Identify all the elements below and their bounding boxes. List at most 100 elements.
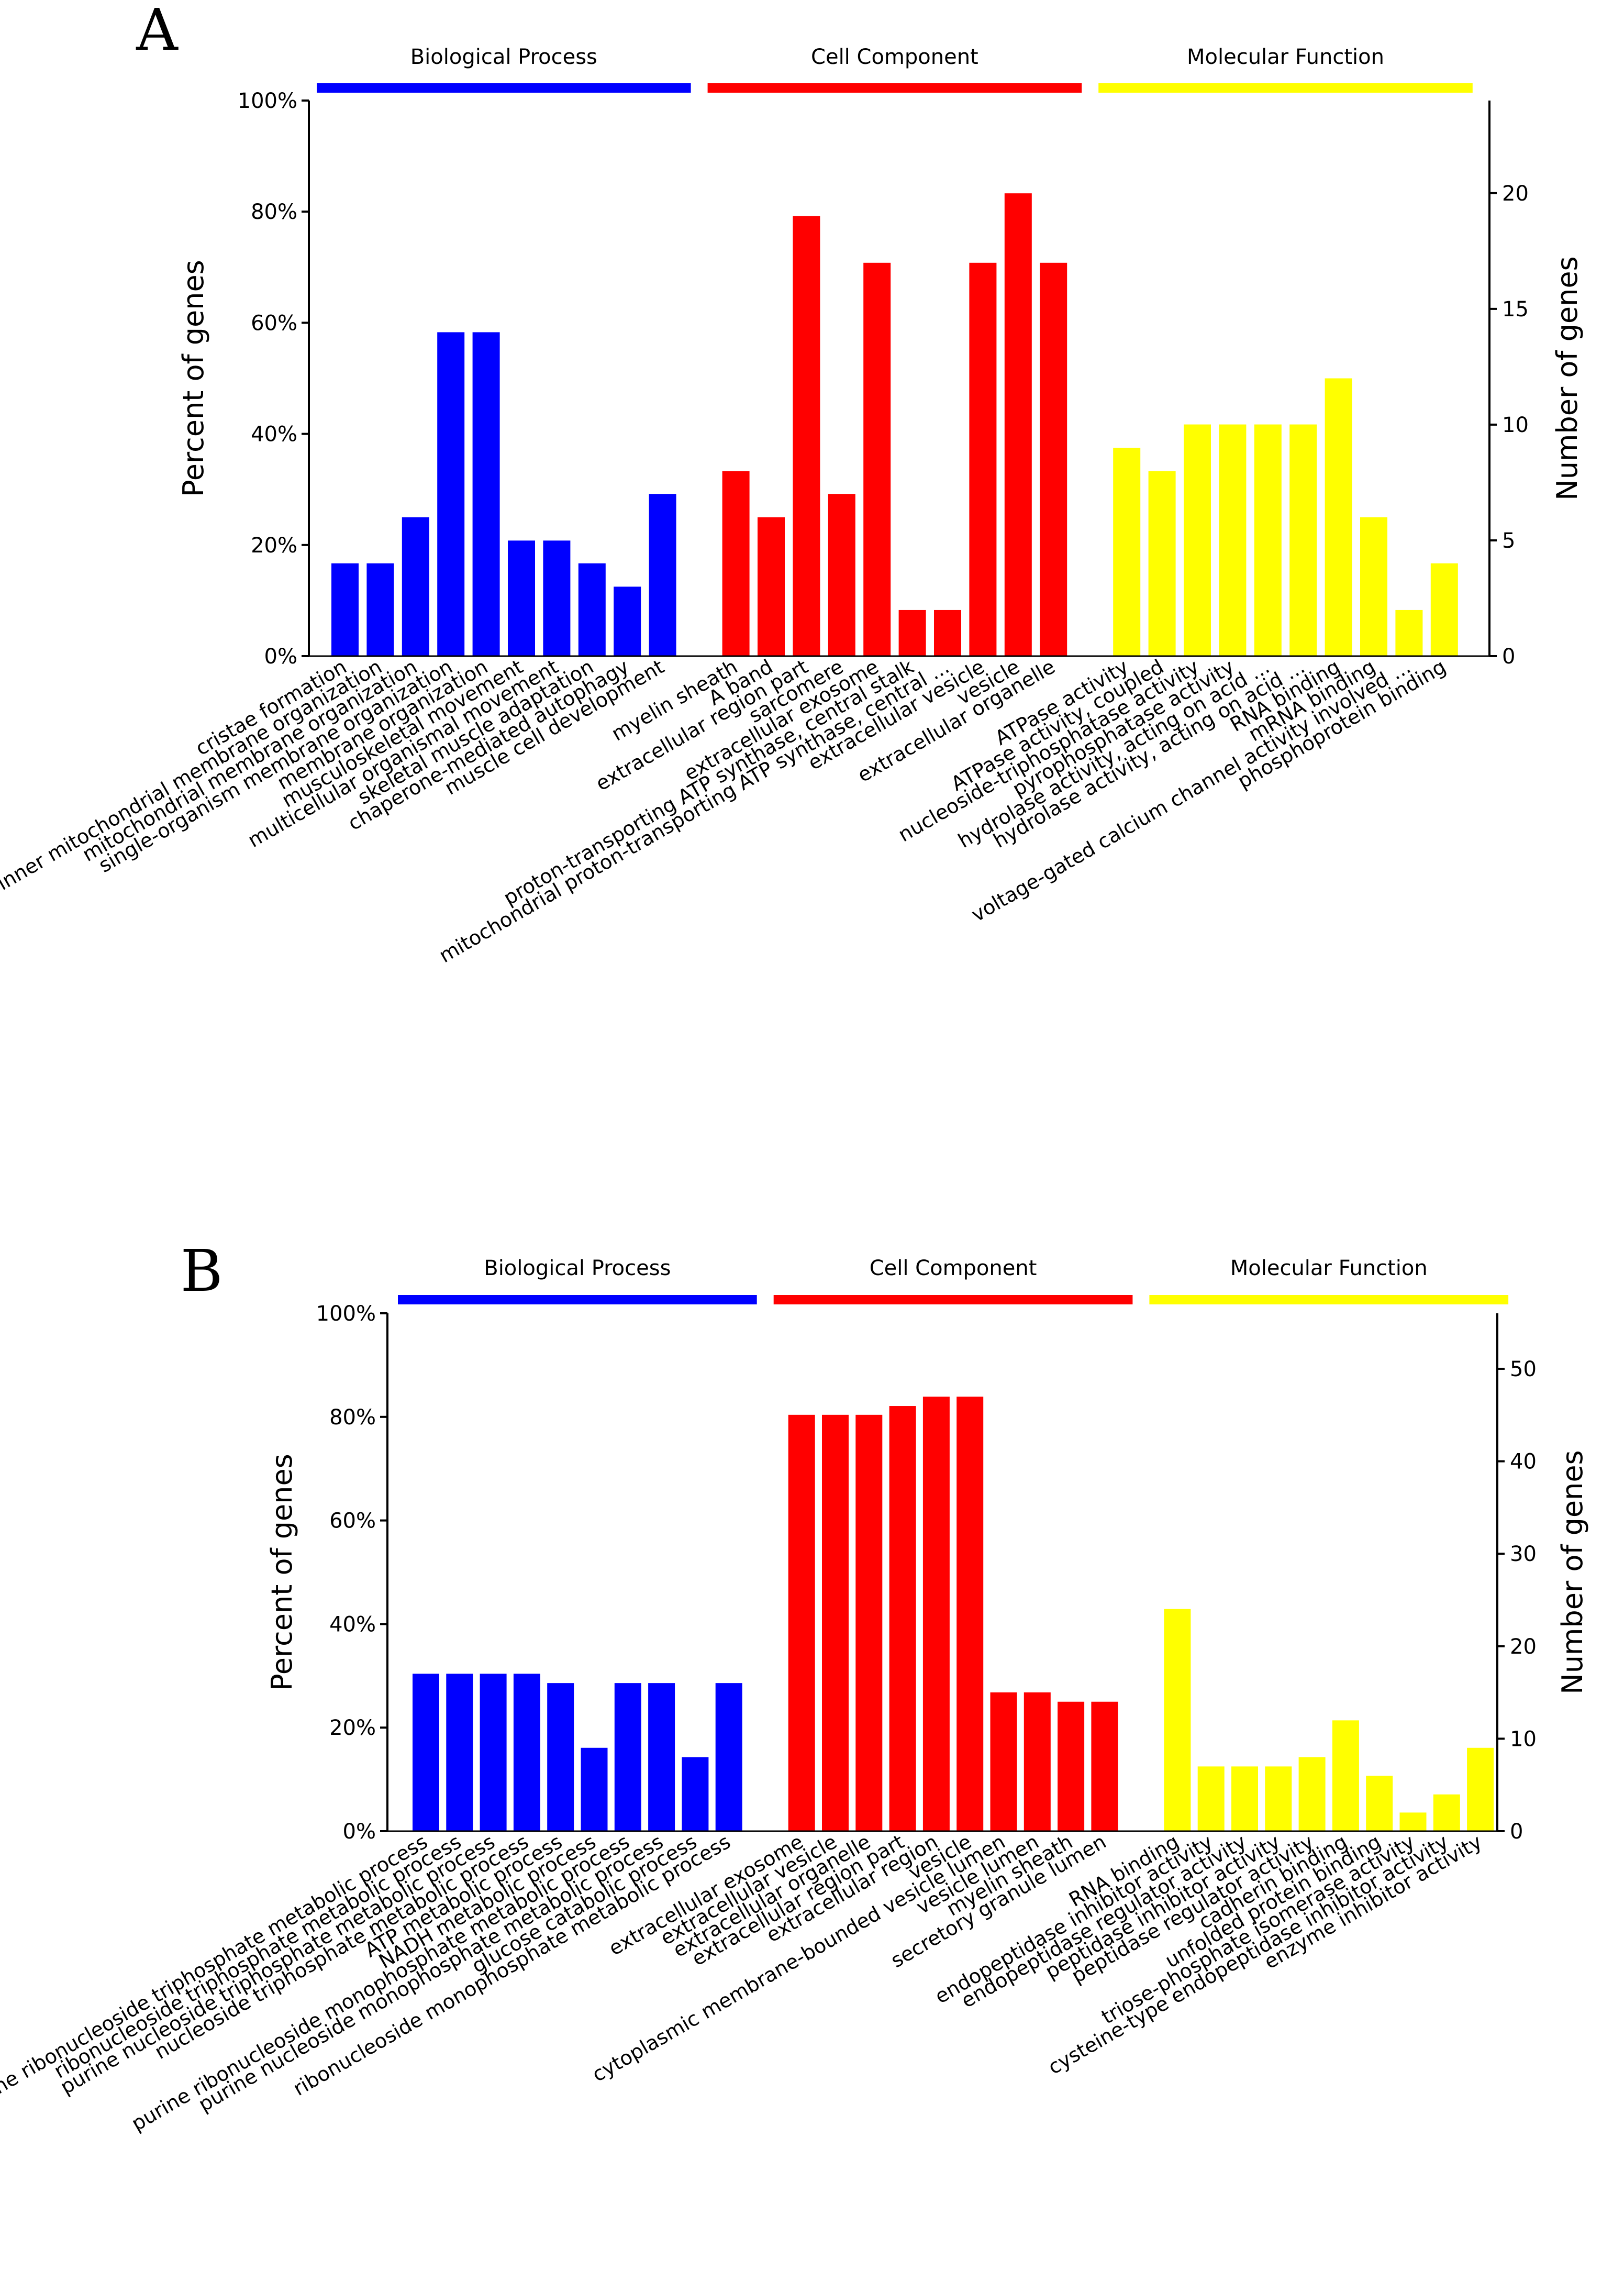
bar [956, 1397, 984, 1831]
bar [1113, 448, 1141, 656]
bar [1332, 1720, 1359, 1831]
bar [934, 610, 961, 656]
bar [889, 1406, 916, 1831]
group-header-bar [773, 1295, 1133, 1304]
bar [581, 1747, 608, 1831]
bar [855, 1414, 883, 1831]
group-header-bar [1149, 1295, 1509, 1304]
bar [1395, 610, 1423, 656]
bar [547, 1683, 574, 1831]
y-tick-label: 40% [329, 1612, 376, 1636]
bar [1430, 563, 1458, 656]
y2-tick-label: 0 [1502, 645, 1515, 669]
group-header-bar [317, 83, 691, 93]
group-header-bar [707, 83, 1082, 93]
bar [990, 1692, 1017, 1831]
group-header-label: Molecular Function [1230, 1256, 1428, 1280]
bar [1366, 1776, 1393, 1831]
bar [1265, 1766, 1292, 1831]
bar [446, 1674, 473, 1831]
bar [898, 610, 926, 656]
bar [480, 1674, 507, 1831]
bar [793, 216, 820, 656]
y2-tick-label: 10 [1502, 413, 1529, 437]
bar [413, 1674, 439, 1831]
y-axis-title: Percent of genes [177, 260, 210, 497]
y2-tick-label: 10 [1510, 1727, 1537, 1751]
bar [1433, 1794, 1460, 1831]
bar [649, 494, 676, 656]
y-tick-label: 20% [251, 534, 297, 558]
bar [828, 494, 855, 656]
bar [1164, 1609, 1191, 1831]
bar [1058, 1701, 1085, 1831]
bar [1004, 193, 1032, 656]
y-tick-label: 100% [238, 89, 297, 113]
bar [682, 1757, 709, 1831]
y-tick-label: 60% [251, 311, 297, 335]
group-header-bar [398, 1295, 757, 1304]
y2-tick-label: 40 [1510, 1450, 1537, 1474]
y2-tick-label: 5 [1502, 529, 1515, 553]
bar [922, 1397, 950, 1831]
group-header-bar [1098, 83, 1473, 93]
y2-axis-title: Number of genes [1551, 256, 1584, 500]
bar [715, 1683, 742, 1831]
y-tick-label: 0% [264, 645, 297, 669]
y-axis-title: Percent of genes [265, 1454, 298, 1691]
group-header-label: Biological Process [410, 45, 597, 69]
bar [1231, 1766, 1258, 1831]
bar [822, 1414, 849, 1831]
bar [1091, 1701, 1118, 1831]
bar [1148, 471, 1176, 656]
group-header-label: Cell Component [870, 1256, 1037, 1280]
bar [331, 563, 359, 656]
bar [578, 563, 606, 656]
y-tick-label: 20% [329, 1716, 376, 1740]
bar [863, 262, 891, 656]
panel-a: A 0% 20% 40% 60% 80% 100% 0 5 10 15 20 Percent of ge… [0, 0, 1584, 967]
y-tick-label: 40% [251, 423, 297, 447]
bar [969, 262, 997, 656]
y2-tick-label: 30 [1510, 1542, 1537, 1566]
bar [1360, 517, 1387, 656]
y-tick-label: 80% [251, 200, 297, 224]
bar [1325, 378, 1352, 656]
panel-b: B 0% 20% 40% 60% 80% 100% 0 10 20 30 40 50 Percent of… [0, 1237, 1589, 2135]
bar [543, 540, 571, 656]
bar [1399, 1812, 1427, 1831]
group-header-label: Molecular Function [1187, 45, 1384, 69]
bar [508, 540, 535, 656]
bar [513, 1674, 540, 1831]
y2-tick-label: 0 [1510, 1820, 1523, 1844]
bar [1289, 424, 1317, 656]
bar [1024, 1692, 1051, 1831]
bar [1254, 424, 1282, 656]
bar [1298, 1757, 1326, 1831]
y2-tick-label: 15 [1502, 297, 1529, 322]
y-tick-label: 0% [343, 1820, 376, 1844]
group-header-label: Biological Process [484, 1256, 671, 1280]
y2-axis-title: Number of genes [1556, 1450, 1589, 1694]
y-tick-label: 100% [316, 1302, 376, 1326]
bar [614, 586, 641, 656]
bar [1219, 424, 1247, 656]
bar [722, 471, 750, 656]
y2-tick-label: 50 [1510, 1357, 1537, 1381]
bar [472, 332, 500, 656]
panel-letter: B [181, 1237, 223, 1304]
bar [402, 517, 429, 656]
y-tick-label: 60% [329, 1509, 376, 1533]
bar [1467, 1747, 1494, 1831]
bar [788, 1414, 815, 1831]
panel-letter: A [136, 0, 179, 63]
bar [648, 1683, 675, 1831]
bar [1184, 424, 1211, 656]
y2-tick-label: 20 [1510, 1635, 1537, 1659]
y2-tick-label: 20 [1502, 182, 1529, 206]
bar [437, 332, 465, 656]
y-tick-label: 80% [329, 1405, 376, 1430]
bar [366, 563, 394, 656]
bar [1197, 1766, 1225, 1831]
